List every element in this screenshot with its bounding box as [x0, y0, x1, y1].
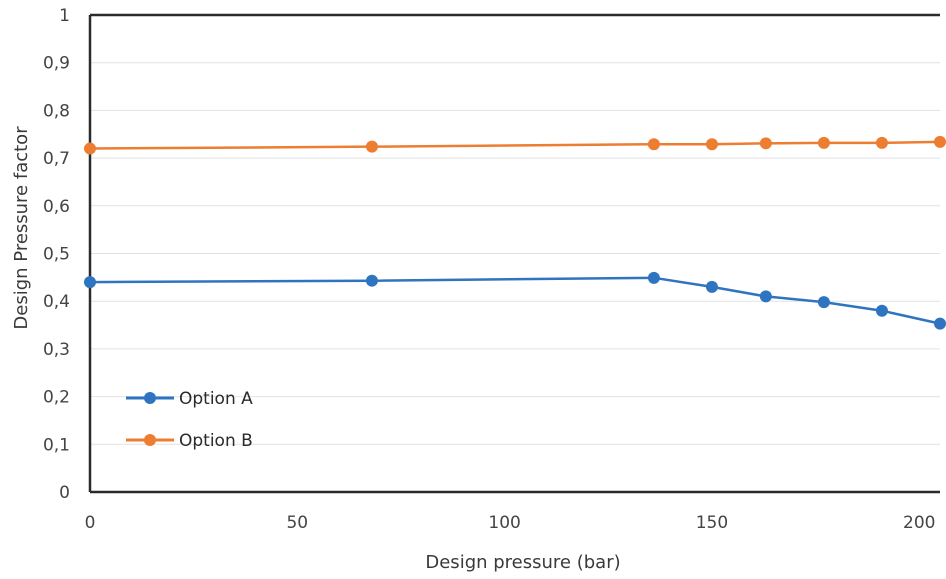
x-tick-label: 50: [286, 513, 308, 533]
y-tick-label: 0,6: [43, 197, 70, 217]
legend-swatch-marker: [144, 434, 156, 446]
legend-item: Option A: [126, 389, 253, 409]
data-point: [759, 137, 772, 150]
x-tick-label: 100: [488, 513, 520, 533]
legend-label: Option B: [179, 431, 253, 451]
data-point: [934, 317, 946, 330]
x-tick-labels: 0 50 100 150 200: [85, 513, 936, 533]
y-tick-labels: 0 0,1 0,2 0,3 0,4 0,5 0,6 0,7 0,8 0,9 1: [43, 6, 70, 503]
x-tick-label: 150: [696, 513, 728, 533]
data-point: [705, 280, 718, 293]
data-point: [84, 142, 96, 155]
data-point: [84, 276, 96, 289]
x-axis-title: Design pressure (bar): [425, 552, 620, 573]
legend-label: Option A: [179, 389, 253, 409]
data-point: [647, 271, 660, 284]
series-lines: [84, 135, 946, 330]
y-axis-title: Design Pressure factor: [11, 126, 32, 330]
plot-frame: [88, 13, 940, 494]
y-tick-label: 0,5: [43, 245, 70, 265]
y-tick-label: 0,2: [43, 388, 70, 408]
data-point: [365, 140, 378, 153]
series-option-b: [84, 135, 946, 155]
series-option-a: [84, 271, 946, 330]
data-point: [817, 136, 830, 149]
y-tick-label: 0,4: [43, 292, 70, 312]
data-point: [647, 138, 660, 151]
x-tick-label: 200: [903, 513, 935, 533]
y-tick-label: 0,8: [43, 101, 70, 121]
series-line: [89, 276, 941, 325]
data-point: [875, 304, 888, 317]
data-point: [875, 136, 888, 149]
data-point: [365, 274, 378, 287]
legend-item: Option B: [126, 431, 253, 451]
gridlines: [90, 62, 940, 445]
data-point: [759, 290, 772, 303]
y-tick-label: 0,1: [43, 435, 70, 455]
x-tick-label: 0: [85, 513, 96, 533]
data-point: [934, 135, 946, 148]
legend: Option A Option B: [126, 389, 253, 451]
y-tick-label: 0: [59, 483, 70, 503]
y-tick-label: 1: [59, 6, 70, 26]
y-tick-label: 0,7: [43, 149, 70, 169]
data-point: [817, 296, 830, 309]
y-tick-label: 0,9: [43, 54, 70, 74]
legend-swatch-marker: [144, 392, 156, 404]
series-line: [89, 140, 941, 150]
data-point: [705, 138, 718, 151]
y-tick-label: 0,3: [43, 340, 70, 360]
